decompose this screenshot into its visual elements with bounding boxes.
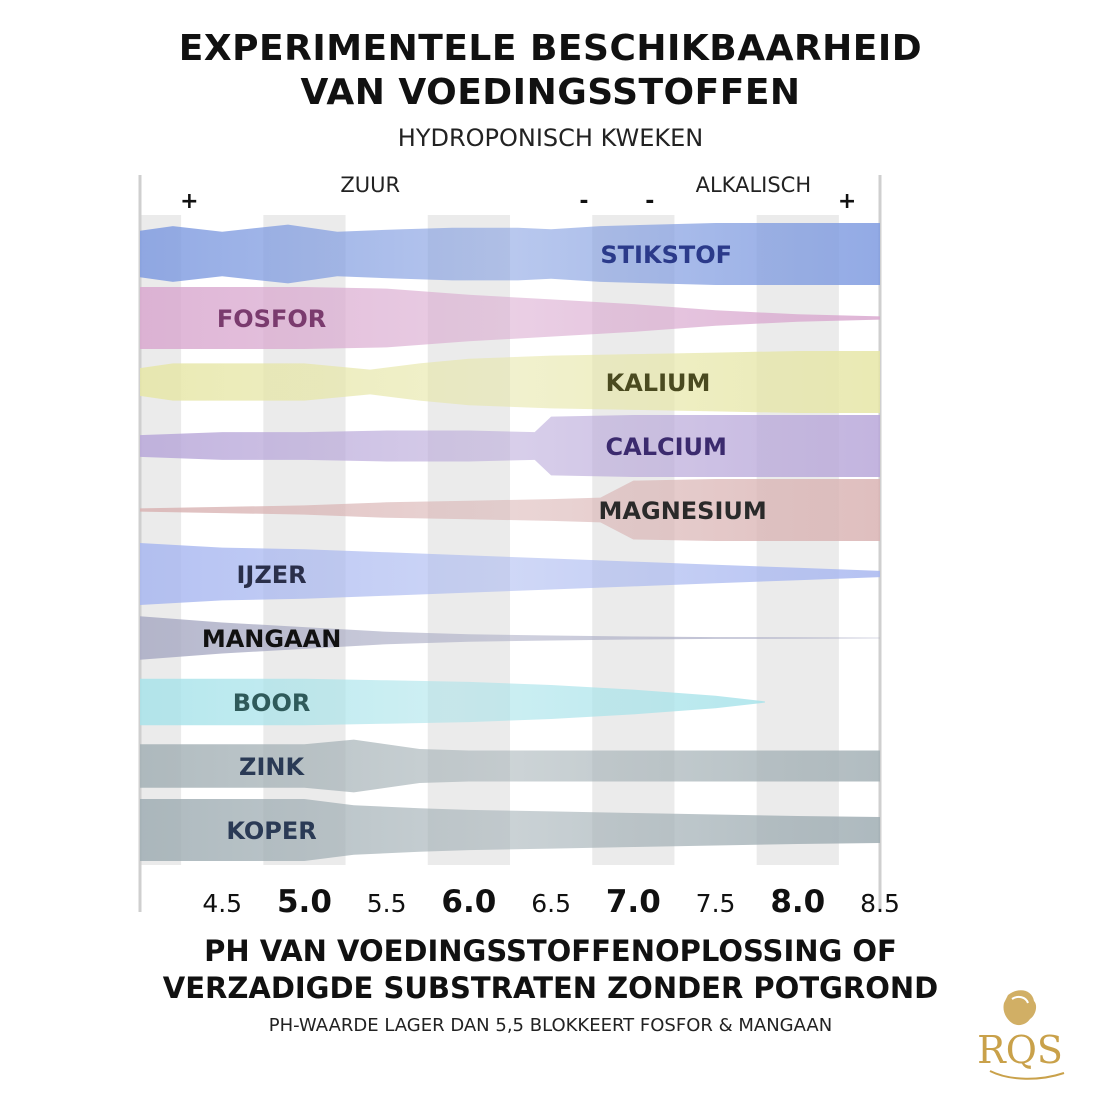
series-label-kalium: KALIUM — [606, 369, 711, 397]
ribbon-zink — [140, 739, 880, 793]
chart-subtitle: HYDROPONISCH KWEKEN — [397, 124, 704, 152]
ribbon-boor — [140, 678, 765, 726]
x-tick-label: 5.0 — [277, 884, 332, 920]
chart-plot: STIKSTOF FOSFOR KALIUM CALCIUM MAGNESIUM IJZE… — [138, 173, 900, 920]
rqs-logo: RQS — [977, 990, 1065, 1080]
logo-text: RQS — [977, 1028, 1063, 1072]
scale-marker-1: - — [579, 189, 588, 214]
x-axis-label-line2: VERZADIGDE SUBSTRATEN ZONDER POTGROND — [162, 971, 939, 1005]
lion-emblem-icon — [1003, 990, 1037, 1026]
series-label-stikstof: STIKSTOF — [600, 241, 732, 269]
x-tick-label: 4.5 — [202, 889, 242, 918]
ribbon-fosfor — [140, 287, 880, 349]
x-tick-label: 6.0 — [441, 884, 496, 920]
scale-marker-2: - — [645, 189, 654, 214]
x-tick-label: 7.0 — [606, 884, 661, 920]
ribbon-calcium — [140, 415, 880, 477]
chart-note: PH-WAARDE LAGER DAN 5,5 BLOKKEERT FOSFOR… — [268, 1015, 833, 1036]
ribbon-magnesium — [140, 479, 880, 541]
alkaline-label: ALKALISCH — [696, 173, 812, 197]
scale-marker-0: + — [180, 189, 198, 214]
ribbon-mangaan — [140, 616, 880, 660]
series-label-boor: BOOR — [233, 689, 311, 717]
series-label-mangaan: MANGAAN — [202, 625, 341, 653]
x-tick-label: 6.5 — [531, 889, 571, 918]
x-tick-label: 8.5 — [860, 889, 900, 918]
ribbon-koper — [140, 799, 880, 861]
series-label-koper: KOPER — [226, 817, 316, 845]
acid-label: ZUUR — [340, 173, 400, 197]
x-tick-label: 5.5 — [367, 889, 407, 918]
ribbon-ijzer — [140, 543, 880, 605]
x-tick-label: 7.5 — [696, 889, 736, 918]
ribbon-kalium — [140, 351, 880, 413]
scale-marker-3: + — [838, 189, 856, 214]
series-label-zink: ZINK — [239, 753, 305, 781]
series-label-ijzer: IJZER — [236, 561, 306, 589]
series-label-magnesium: MAGNESIUM — [599, 497, 767, 525]
chart-title: EXPERIMENTELE BESCHIKBAARHEID — [178, 28, 923, 69]
x-axis-label: PH VAN VOEDINGSSTOFFENOPLOSSING OF — [204, 934, 897, 968]
ribbon-stikstof — [140, 223, 880, 285]
x-tick-label: 8.0 — [770, 884, 825, 920]
chart-title-line2: VAN VOEDINGSSTOFFEN — [300, 72, 801, 113]
series-label-calcium: CALCIUM — [606, 433, 727, 461]
series-label-fosfor: FOSFOR — [217, 305, 326, 333]
